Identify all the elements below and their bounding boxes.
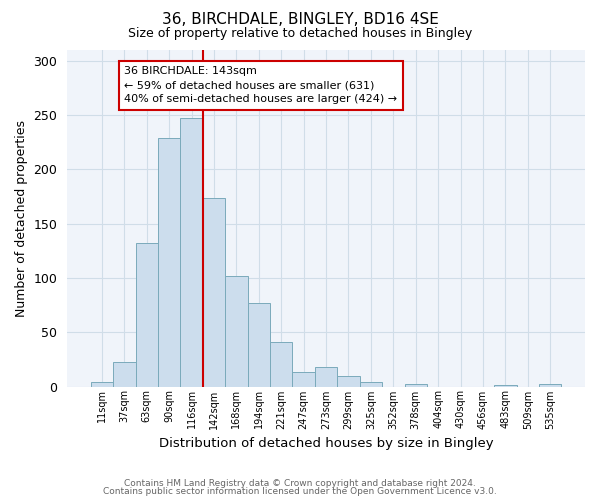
Bar xyxy=(404,384,427,386)
Bar xyxy=(360,382,382,386)
Y-axis label: Number of detached properties: Number of detached properties xyxy=(15,120,28,317)
Bar xyxy=(337,376,360,386)
Bar xyxy=(539,384,562,386)
Bar xyxy=(113,362,136,386)
Bar xyxy=(203,198,225,386)
Text: Contains public sector information licensed under the Open Government Licence v3: Contains public sector information licen… xyxy=(103,487,497,496)
Text: Size of property relative to detached houses in Bingley: Size of property relative to detached ho… xyxy=(128,28,472,40)
Bar xyxy=(91,382,113,386)
Bar xyxy=(181,118,203,386)
Text: 36, BIRCHDALE, BINGLEY, BD16 4SE: 36, BIRCHDALE, BINGLEY, BD16 4SE xyxy=(161,12,439,28)
Bar xyxy=(136,243,158,386)
Text: Contains HM Land Registry data © Crown copyright and database right 2024.: Contains HM Land Registry data © Crown c… xyxy=(124,478,476,488)
Bar xyxy=(248,303,270,386)
Bar xyxy=(270,342,292,386)
Bar xyxy=(292,372,315,386)
X-axis label: Distribution of detached houses by size in Bingley: Distribution of detached houses by size … xyxy=(159,437,493,450)
Bar xyxy=(315,367,337,386)
Bar xyxy=(158,138,181,386)
Bar xyxy=(225,276,248,386)
Text: 36 BIRCHDALE: 143sqm
← 59% of detached houses are smaller (631)
40% of semi-deta: 36 BIRCHDALE: 143sqm ← 59% of detached h… xyxy=(124,66,397,104)
